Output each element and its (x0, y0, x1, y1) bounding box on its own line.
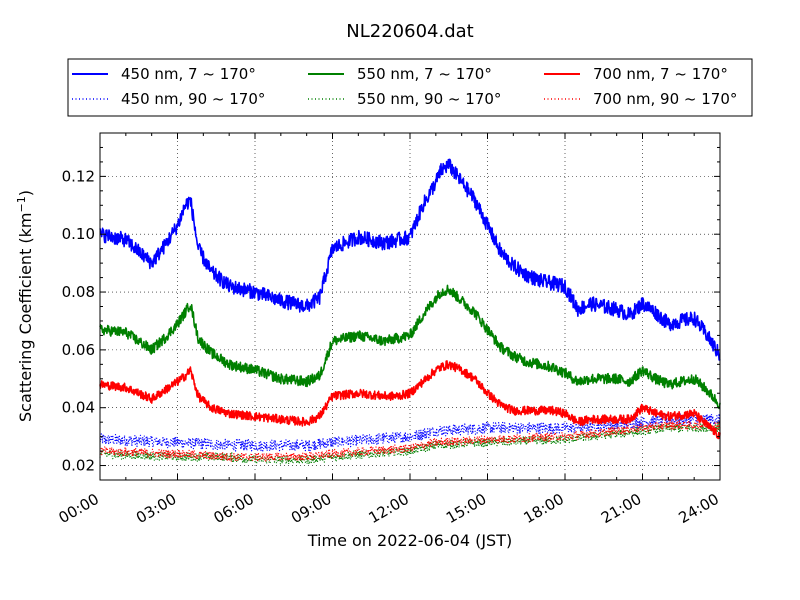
legend-label: 700 nm, 7 ~ 170° (593, 65, 728, 83)
x-tick-label: 06:00 (211, 490, 257, 527)
series-line (99, 420, 721, 462)
y-axis-label-close: ) (16, 190, 35, 196)
x-tick-label: 09:00 (288, 490, 334, 527)
legend-label: 550 nm, 90 ~ 170° (357, 90, 501, 108)
grid (100, 133, 720, 480)
y-tick-label: 0.12 (62, 167, 95, 185)
y-axis-label: Scattering Coefficient (km−1) (15, 190, 35, 422)
legend-label: 700 nm, 90 ~ 170° (593, 90, 737, 108)
x-tick-label: 00:00 (56, 490, 102, 527)
chart-title: NL220604.dat (346, 21, 473, 42)
legend-label: 550 nm, 7 ~ 170° (357, 65, 492, 83)
series-line (99, 423, 721, 465)
x-tick-label: 21:00 (598, 490, 644, 527)
y-tick-label: 0.08 (62, 283, 95, 301)
y-tick-label: 0.06 (62, 341, 95, 359)
y-tick-label: 0.04 (62, 399, 95, 417)
series-line (99, 360, 721, 440)
y-tick-label: 0.10 (62, 225, 95, 243)
x-tick-label: 12:00 (366, 490, 412, 527)
legend: 450 nm, 7 ~ 170° 450 nm, 90 ~ 170° 550 nm,… (67, 58, 753, 117)
legend-box (67, 58, 753, 117)
legend-label: 450 nm, 7 ~ 170° (121, 65, 256, 83)
series-line (99, 284, 721, 410)
y-tick-label: 0.02 (62, 457, 95, 475)
x-tick-label: 03:00 (133, 490, 179, 527)
x-tick-label: 15:00 (443, 490, 489, 527)
x-tick-label: 24:00 (676, 490, 722, 527)
legend-label: 450 nm, 90 ~ 170° (121, 90, 265, 108)
series-line (99, 412, 721, 452)
x-tick-label: 18:00 (521, 490, 567, 527)
y-axis-label-unit-exponent: −1 (15, 196, 28, 212)
y-axis-label-main: Scattering Coefficient (km (16, 212, 35, 422)
x-axis-label: Time on 2022-06-04 (JST) (307, 531, 512, 550)
series-line (99, 158, 721, 361)
series-group (99, 158, 721, 465)
